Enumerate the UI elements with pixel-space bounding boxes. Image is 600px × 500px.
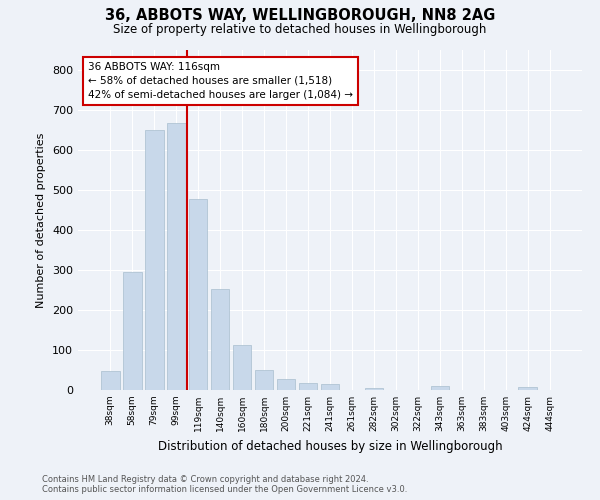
Bar xyxy=(299,383,317,390)
X-axis label: Distribution of detached houses by size in Wellingborough: Distribution of detached houses by size … xyxy=(158,440,502,452)
Bar xyxy=(167,123,185,390)
Bar xyxy=(189,199,208,390)
Text: Size of property relative to detached houses in Wellingborough: Size of property relative to detached ho… xyxy=(113,22,487,36)
Bar xyxy=(431,386,449,390)
Text: Contains HM Land Registry data © Crown copyright and database right 2024.
Contai: Contains HM Land Registry data © Crown c… xyxy=(42,474,407,494)
Bar xyxy=(211,289,229,390)
Bar xyxy=(320,384,340,390)
Bar xyxy=(277,379,295,390)
Text: 36, ABBOTS WAY, WELLINGBOROUGH, NN8 2AG: 36, ABBOTS WAY, WELLINGBOROUGH, NN8 2AG xyxy=(105,8,495,22)
Bar xyxy=(101,371,119,390)
Text: 36 ABBOTS WAY: 116sqm
← 58% of detached houses are smaller (1,518)
42% of semi-d: 36 ABBOTS WAY: 116sqm ← 58% of detached … xyxy=(88,62,353,100)
Y-axis label: Number of detached properties: Number of detached properties xyxy=(37,132,46,308)
Bar xyxy=(365,388,383,390)
Bar xyxy=(123,272,142,390)
Bar xyxy=(233,345,251,390)
Bar xyxy=(145,130,164,390)
Bar xyxy=(518,387,537,390)
Bar xyxy=(255,370,274,390)
